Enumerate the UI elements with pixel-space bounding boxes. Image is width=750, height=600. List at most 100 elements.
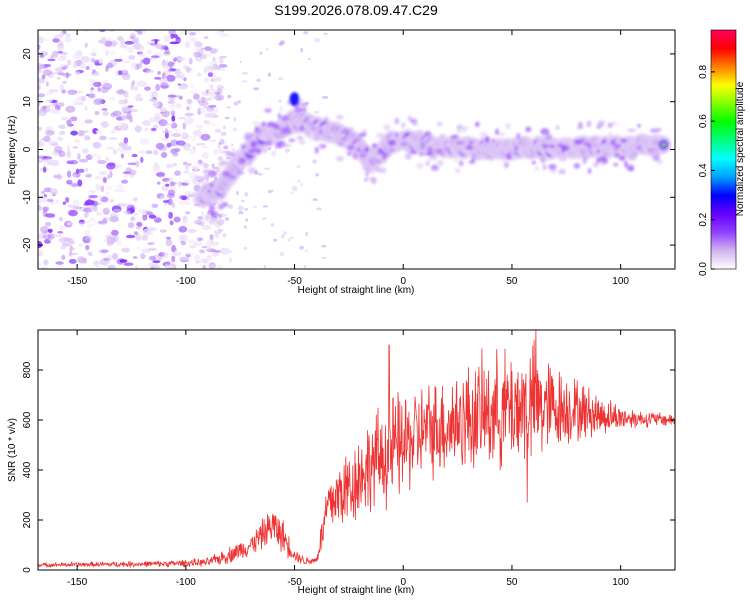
noise-blob bbox=[164, 202, 168, 206]
noise-blob bbox=[186, 106, 190, 111]
noise-blob bbox=[138, 45, 144, 51]
noise-blob bbox=[152, 149, 159, 156]
noise-blob bbox=[144, 211, 154, 215]
ridge-blob bbox=[318, 143, 327, 150]
noise-blob bbox=[42, 106, 47, 109]
noise-blob bbox=[77, 179, 83, 187]
noise-blob bbox=[192, 242, 203, 246]
noise-blob bbox=[135, 160, 140, 168]
ridge-blob bbox=[394, 117, 400, 125]
noise-blob bbox=[137, 246, 141, 250]
noise-blob bbox=[38, 204, 42, 212]
noise-blob bbox=[93, 220, 98, 225]
ridge-blob bbox=[528, 152, 535, 159]
noise-blob bbox=[140, 156, 144, 163]
noise-blob bbox=[52, 234, 62, 238]
noise-blob bbox=[69, 244, 73, 252]
noise-blob bbox=[218, 142, 222, 146]
noise-blob bbox=[38, 126, 42, 131]
noise-blob bbox=[73, 199, 80, 207]
noise-blob bbox=[214, 115, 219, 118]
noise-blob bbox=[163, 46, 169, 50]
ridge-blob bbox=[612, 163, 619, 167]
noise-blob bbox=[183, 77, 187, 82]
noise-blob bbox=[102, 111, 109, 116]
ridge-blob bbox=[613, 153, 620, 158]
noise-blob bbox=[304, 249, 308, 253]
noise-blob bbox=[146, 69, 155, 74]
noise-blob bbox=[128, 169, 137, 176]
noise-blob bbox=[63, 237, 71, 243]
heatmap-y-axis-label: Frequency (Hz) bbox=[7, 116, 18, 185]
noise-blob bbox=[201, 210, 205, 218]
noise-blob bbox=[216, 92, 219, 97]
noise-blob bbox=[159, 195, 169, 201]
ridge-blob bbox=[372, 143, 377, 148]
noise-blob bbox=[132, 256, 138, 259]
ridge-blob bbox=[459, 139, 465, 145]
ridge-blob bbox=[454, 158, 458, 163]
noise-blob bbox=[132, 37, 139, 44]
ridge-blob bbox=[288, 138, 296, 142]
noise-blob bbox=[58, 226, 66, 231]
noise-blob bbox=[79, 62, 86, 69]
ridge-blob bbox=[247, 160, 253, 167]
ridge-blob bbox=[439, 133, 445, 139]
noise-blob bbox=[48, 88, 59, 93]
noise-blob bbox=[307, 57, 312, 61]
noise-blob bbox=[211, 263, 216, 269]
noise-blob bbox=[124, 115, 132, 120]
noise-blob bbox=[167, 189, 176, 196]
noise-blob bbox=[184, 112, 194, 117]
noise-blob bbox=[172, 162, 177, 167]
noise-blob bbox=[152, 164, 161, 172]
noise-blob bbox=[197, 216, 203, 220]
noise-blob bbox=[148, 98, 157, 102]
noise-blob bbox=[229, 250, 233, 253]
ridge-blob bbox=[209, 182, 214, 188]
noise-blob bbox=[188, 91, 197, 94]
ridge-blob bbox=[218, 160, 227, 167]
noise-blob bbox=[263, 264, 266, 269]
noise-blob bbox=[133, 85, 138, 92]
ridge-blob bbox=[427, 158, 431, 163]
noise-blob bbox=[95, 211, 103, 216]
noise-blob bbox=[231, 143, 234, 147]
x-tick-label: -50 bbox=[287, 276, 302, 287]
noise-blob bbox=[45, 126, 54, 133]
noise-blob bbox=[57, 50, 63, 54]
ridge-blob bbox=[248, 167, 257, 174]
noise-blob bbox=[65, 72, 70, 79]
noise-blob bbox=[132, 197, 138, 202]
noise-blob bbox=[210, 236, 214, 244]
noise-blob bbox=[229, 257, 232, 263]
ridge-blob bbox=[265, 140, 273, 147]
noise-blob bbox=[182, 215, 188, 224]
ridge-blob bbox=[279, 126, 284, 134]
ridge-blob bbox=[420, 143, 430, 149]
ridge-blob bbox=[450, 134, 459, 139]
ridge-blob bbox=[204, 200, 213, 206]
noise-blob bbox=[85, 173, 92, 178]
noise-blob bbox=[76, 96, 83, 103]
noise-blob bbox=[284, 148, 290, 153]
ridge-blob bbox=[264, 108, 272, 113]
noise-blob bbox=[120, 153, 124, 159]
ridge-blob bbox=[371, 158, 379, 162]
noise-blob bbox=[108, 60, 117, 68]
noise-blob bbox=[100, 185, 105, 193]
noise-blob bbox=[214, 230, 218, 234]
noise-blob bbox=[188, 57, 193, 65]
ridge-blob bbox=[614, 143, 621, 148]
noise-blob bbox=[167, 100, 175, 104]
noise-blob bbox=[106, 50, 117, 56]
ridge-blob bbox=[576, 126, 584, 130]
noise-blob bbox=[142, 214, 148, 221]
noise-blob bbox=[61, 66, 67, 70]
noise-blob bbox=[152, 57, 157, 61]
noise-blob bbox=[102, 217, 108, 224]
ridge-blob bbox=[434, 148, 444, 154]
ridge-blob bbox=[542, 164, 547, 170]
heatmap-noise-layer bbox=[38, 30, 329, 269]
ridge-blob bbox=[252, 121, 261, 126]
